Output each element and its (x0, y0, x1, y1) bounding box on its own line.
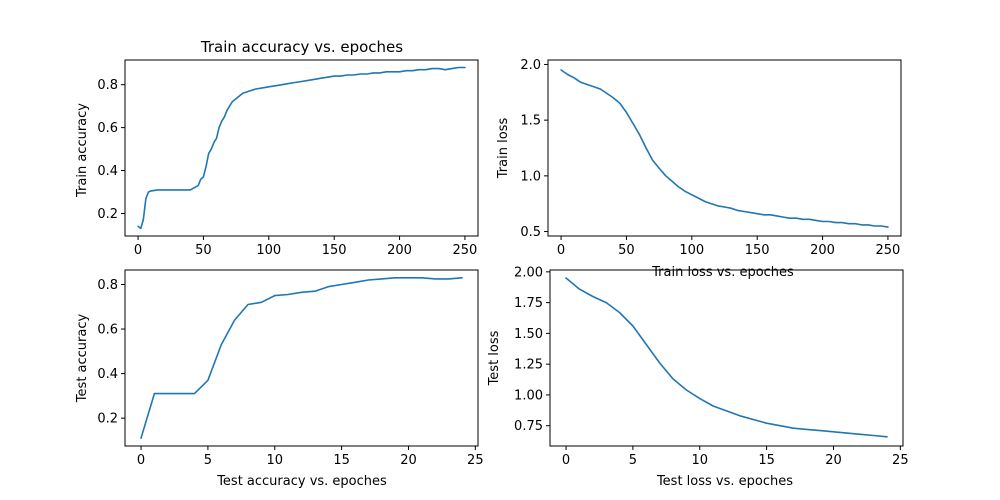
x-tick-label: 150 (322, 243, 347, 258)
x-tick-label: 20 (400, 453, 417, 468)
y-tick-label: 0.75 (514, 419, 543, 434)
y-tick-label: 0.4 (97, 164, 118, 179)
plot-frame (124, 269, 479, 447)
series-line (565, 277, 888, 438)
x-tick-label: 20 (825, 453, 842, 468)
y-axis-label: Test loss (487, 330, 502, 386)
axis-ticks: 0 50 100 150 200 250 0.2 0.4 0.6 0.8 (97, 78, 477, 258)
axis-ticks: 0 50 100 150 200 250 0.5 1.0 1.5 2.0 (520, 58, 900, 258)
plot-frame (124, 59, 479, 237)
x-tick-label: 200 (387, 243, 412, 258)
x-tick-label: 50 (195, 243, 212, 258)
y-tick-label: 1.00 (514, 388, 543, 403)
y-tick-label: 0.6 (97, 121, 118, 136)
y-tick-label: 2.00 (514, 265, 543, 280)
y-tick-label: 0.4 (97, 367, 118, 382)
x-tick-label: 100 (256, 243, 281, 258)
x-tick-label: 200 (810, 243, 835, 258)
y-tick-label: 1.25 (514, 358, 543, 373)
x-tick-label: 10 (691, 453, 708, 468)
y-tick-label: 0.5 (520, 225, 541, 240)
x-tick-label: 150 (745, 243, 770, 258)
y-axis-label: Train loss (496, 118, 511, 180)
x-axis-label: Train loss vs. epoches (651, 265, 794, 280)
series-line (140, 277, 463, 439)
chart-title: Train accuracy vs. epoches (200, 38, 403, 56)
x-tick-label: 5 (629, 453, 637, 468)
y-tick-label: 2.0 (520, 58, 541, 73)
plot-frame (547, 59, 902, 237)
test-accuracy-panel: Test accuracy vs. epoches Test accuracy … (75, 269, 484, 489)
y-axis-label: Train accuracy (75, 103, 90, 198)
y-tick-label: 0.6 (97, 323, 118, 338)
series-line (137, 66, 466, 230)
x-tick-label: 25 (467, 453, 484, 468)
x-tick-label: 25 (892, 453, 909, 468)
y-tick-label: 0.8 (97, 278, 118, 293)
x-tick-label: 0 (557, 243, 565, 258)
x-axis-label: Test accuracy vs. epoches (216, 474, 387, 489)
x-axis-label: Test loss vs. epoches (656, 474, 793, 489)
x-tick-label: 250 (453, 243, 478, 258)
x-tick-label: 250 (876, 243, 901, 258)
x-tick-label: 15 (333, 453, 350, 468)
x-tick-label: 0 (562, 453, 570, 468)
y-tick-label: 1.5 (520, 114, 541, 129)
x-tick-label: 5 (204, 453, 212, 468)
x-tick-label: 0 (137, 453, 145, 468)
x-tick-label: 10 (266, 453, 283, 468)
y-tick-label: 0.8 (97, 78, 118, 93)
x-tick-label: 50 (618, 243, 635, 258)
axis-ticks: 0 5 10 15 20 25 0.75 1.00 1.25 1.50 1.75 2.00 (514, 265, 909, 468)
x-tick-label: 100 (679, 243, 704, 258)
test-loss-panel: Test loss vs. epoches Test loss 0 5 10 15 20… (487, 265, 909, 489)
y-tick-label: 1.0 (520, 169, 541, 184)
train-accuracy-panel: Train accuracy vs. epoches Train accurac… (75, 38, 479, 258)
train-loss-panel: Train loss vs. epoches Train loss 0 50 100… (496, 58, 902, 280)
plot-frame (549, 269, 904, 447)
x-tick-label: 0 (134, 243, 142, 258)
x-tick-label: 15 (758, 453, 775, 468)
y-tick-label: 1.75 (514, 296, 543, 311)
y-tick-label: 1.50 (514, 327, 543, 342)
y-tick-label: 0.2 (97, 207, 118, 222)
series-line (560, 69, 889, 228)
y-axis-label: Test accuracy (75, 314, 90, 404)
y-tick-label: 0.2 (97, 412, 118, 427)
axis-ticks: 0 5 10 15 20 25 0.2 0.4 0.6 0.8 (97, 278, 483, 468)
